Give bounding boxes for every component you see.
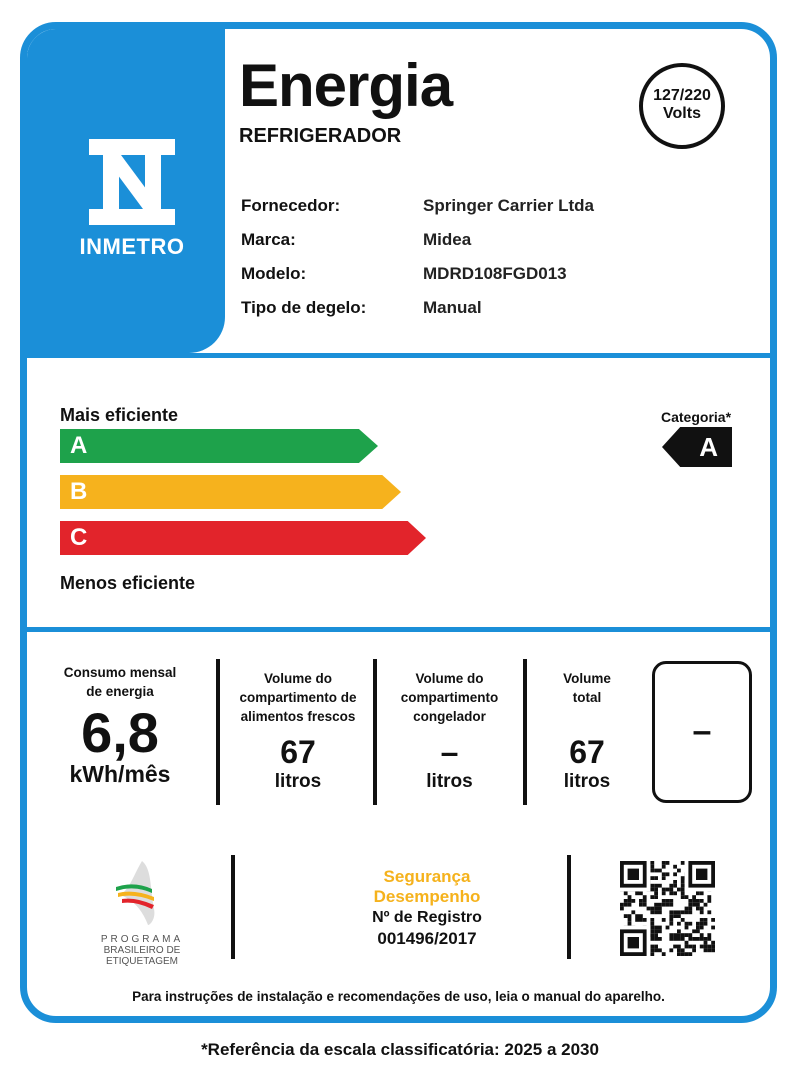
- efficiency-bar-a: A: [60, 429, 378, 463]
- total-volume-label: total: [572, 690, 602, 705]
- product-type: REFRIGERADOR: [239, 125, 402, 147]
- separator: [523, 659, 527, 805]
- freezer-volume-label: Volume do: [415, 671, 484, 686]
- freezer-volume-label: congelador: [413, 709, 486, 724]
- label-title: Energia: [239, 52, 453, 119]
- separator: [567, 855, 571, 959]
- voltage-value: 127/220: [653, 87, 711, 104]
- info-value: Midea: [423, 230, 472, 249]
- fresh-volume-label: Volume do: [263, 671, 332, 686]
- program-logo-icon: [116, 861, 155, 925]
- fresh-volume-label: alimentos frescos: [240, 709, 356, 724]
- info-value: Manual: [423, 298, 482, 317]
- efficiency-bar-c: C: [60, 521, 426, 555]
- voltage-unit: Volts: [663, 105, 701, 122]
- category-label: Categoria*: [661, 409, 732, 425]
- registration-label: Nº de Registro: [372, 909, 482, 926]
- inmetro-logo-text: INMETRO: [79, 234, 185, 259]
- registration-block: Segurança Desempenho Nº de Registro 0014…: [287, 867, 567, 949]
- divider: [27, 353, 770, 358]
- fresh-volume-unit: litros: [274, 771, 322, 792]
- separator: [216, 659, 220, 805]
- info-row: Tipo de degelo: Manual: [241, 291, 594, 325]
- product-info: Fornecedor: Springer Carrier Ltda Marca: M…: [241, 189, 594, 325]
- performance-label: Desempenho: [373, 887, 481, 906]
- efficiency-bar-b: B: [60, 475, 401, 509]
- inmetro-n-icon: [89, 139, 175, 225]
- info-row: Modelo: MDRD108FGD013: [241, 257, 594, 291]
- inmetro-panel: INMETRO: [27, 29, 225, 353]
- total-volume-label: Volume: [563, 671, 611, 686]
- program-logo-text: PROGRAMA: [100, 934, 184, 945]
- consumption-label: de energia: [86, 684, 154, 699]
- divider: [27, 627, 770, 632]
- freezer-volume-label: compartimento: [400, 690, 499, 705]
- total-volume-value: 67: [569, 734, 605, 770]
- fresh-volume-label: compartimento de: [239, 690, 357, 705]
- voltage-badge: 127/220 Volts: [639, 63, 725, 149]
- energy-label: INMETRO Energia REFRIGERADOR 127/220 Vol…: [20, 22, 777, 1023]
- info-label: Marca:: [241, 230, 296, 249]
- consumption-unit: kWh/mês: [69, 761, 171, 787]
- freezer-volume-value: –: [440, 734, 459, 770]
- fresh-volume-block: Volume do compartimento de alimentos fre…: [223, 669, 373, 793]
- info-row: Fornecedor: Springer Carrier Ltda: [241, 189, 594, 223]
- extra-info-box: –: [652, 661, 752, 803]
- program-logo: PROGRAMA BRASILEIRO DE ETIQUETAGEM: [77, 859, 207, 967]
- category-indicator: A: [662, 427, 732, 467]
- consumption-value: 6,8: [81, 701, 159, 764]
- info-label: Fornecedor:: [241, 196, 341, 215]
- total-volume-unit: litros: [563, 771, 611, 792]
- qr-code[interactable]: [620, 861, 715, 956]
- consumption-label: Consumo mensal: [63, 665, 177, 680]
- info-label: Tipo de degelo:: [241, 298, 367, 317]
- total-volume-block: Volume total 67 litros: [537, 669, 637, 793]
- most-efficient-label: Mais eficiente: [60, 405, 179, 425]
- registration-number: 001496/2017: [377, 929, 477, 948]
- program-logo-text: BRASILEIRO DE: [103, 945, 181, 956]
- separator: [373, 659, 377, 805]
- info-label: Modelo:: [241, 264, 307, 283]
- info-row: Marca: Midea: [241, 223, 594, 257]
- freezer-volume-unit: litros: [426, 771, 473, 792]
- info-value: MDRD108FGD013: [423, 264, 567, 283]
- consumption-block: Consumo mensal de energia 6,8 kWh/mês: [45, 663, 195, 788]
- fresh-volume-value: 67: [280, 734, 316, 770]
- info-value: Springer Carrier Ltda: [423, 196, 594, 215]
- separator: [231, 855, 235, 959]
- instructions-note: Para instruções de instalação e recomend…: [132, 989, 665, 1004]
- program-logo-text: ETIQUETAGEM: [105, 956, 179, 967]
- safety-label: Segurança: [383, 867, 471, 886]
- scale-reference: *Referência da escala classificatória: 2…: [201, 1040, 599, 1059]
- freezer-volume-block: Volume do compartimento congelador – lit…: [377, 669, 522, 793]
- least-efficient-label: Menos eficiente: [60, 573, 196, 593]
